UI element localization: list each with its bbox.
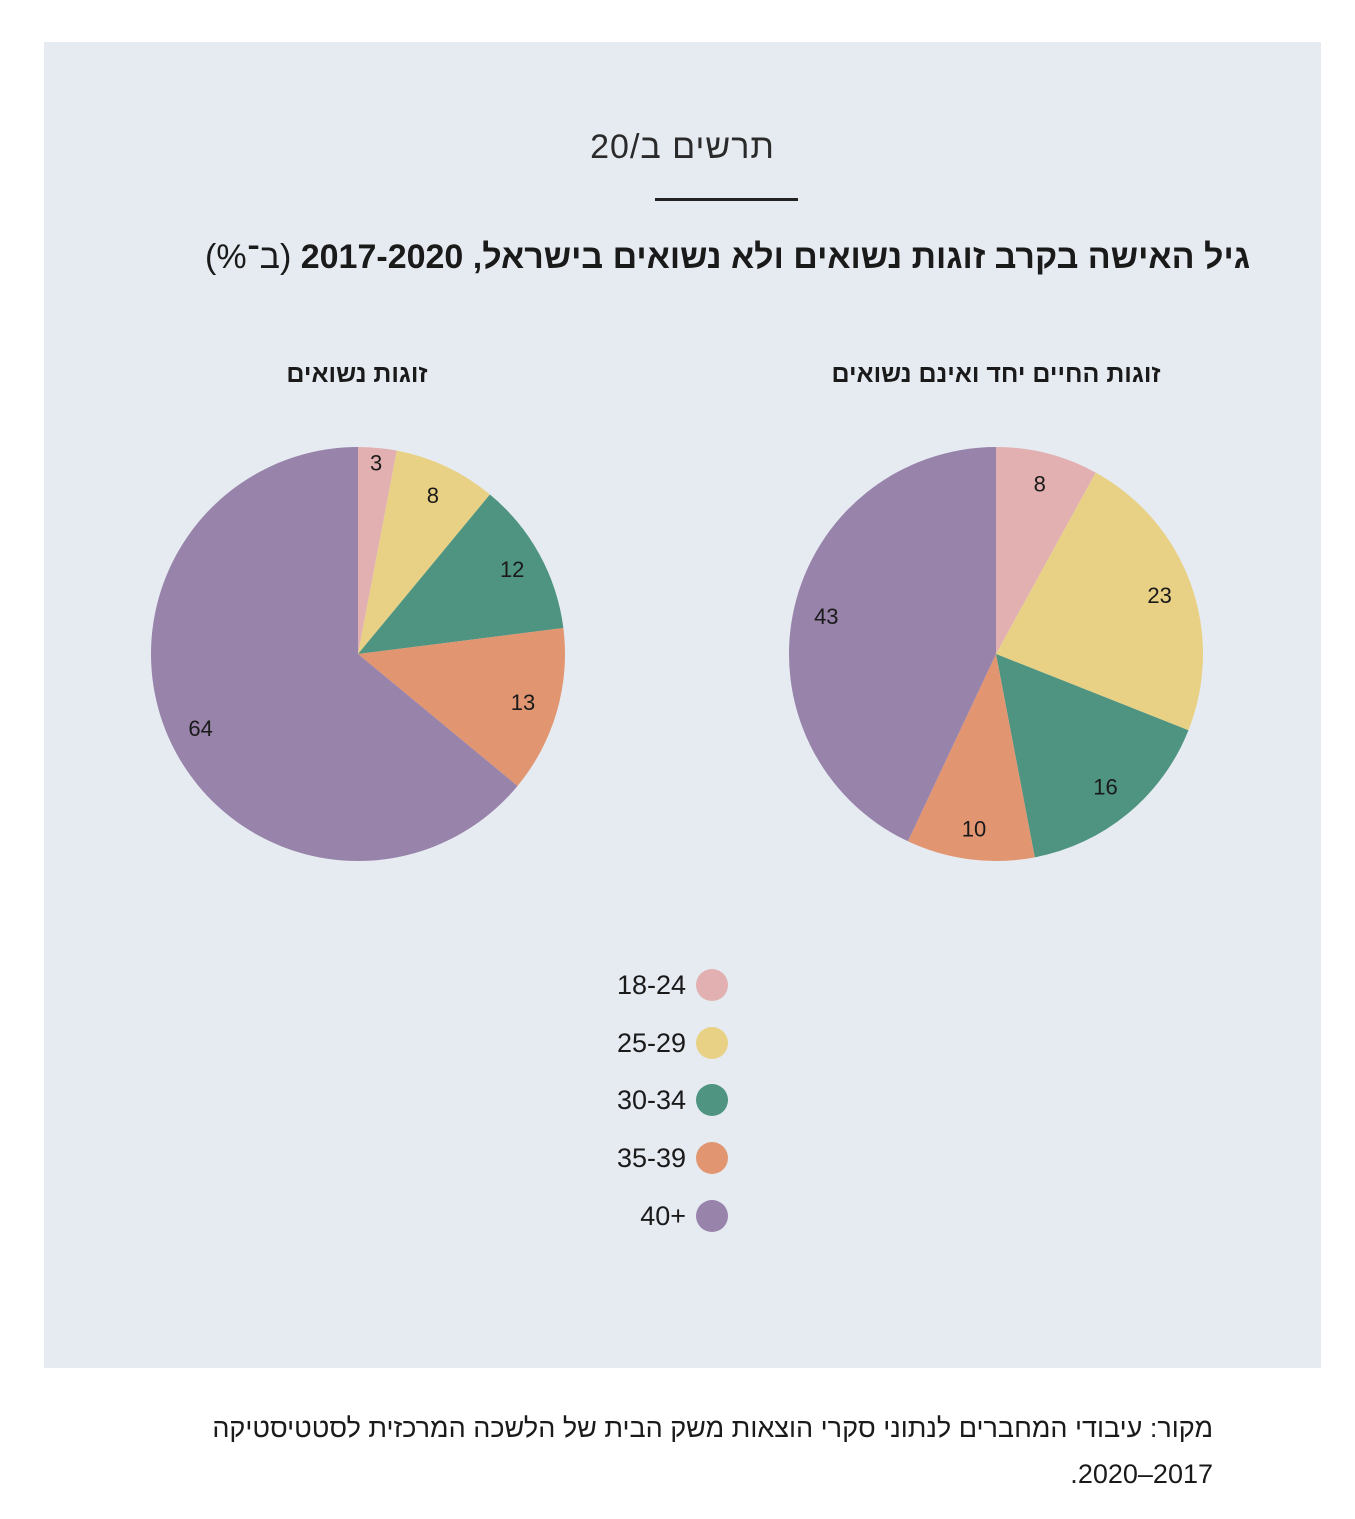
- legend-label: 40+: [640, 1200, 686, 1231]
- pie-label-unmarried-25-29: 23: [1147, 583, 1171, 608]
- pie-slice-married-35-39: [358, 628, 565, 786]
- legend-item: 30-34: [617, 1080, 740, 1120]
- chart-title: גיל האישה בקרב זוגות נשואים ולא נשואים ב…: [60, 238, 1250, 277]
- chart-title-unit: (ב־%): [205, 238, 301, 276]
- legend-swatch: [696, 1084, 728, 1116]
- pie-slice-married-30-34: [358, 494, 564, 654]
- legend-swatch: [696, 1027, 728, 1059]
- pie-label-married-30-34: 12: [500, 557, 524, 582]
- pie-label-unmarried-18-24: 8: [1034, 472, 1046, 497]
- pie-slice-married-18-24: [358, 447, 397, 654]
- legend-item: 18-24: [617, 965, 740, 1005]
- pie-title-unmarried: זוגות החיים יחד ואינם נשואים: [831, 360, 1161, 388]
- pie-slice-married-25-29: [358, 450, 490, 654]
- pie-label-unmarried-35-39: 10: [962, 817, 986, 842]
- header-divider: [655, 198, 798, 201]
- legend-label: 35-39: [616, 1142, 686, 1173]
- pie-chart-married: 3 8 12 13 64: [150, 447, 565, 861]
- legend-item: 35-39: [617, 1138, 740, 1178]
- legend-item: 40+: [640, 1196, 740, 1236]
- legend-label: 18-24: [616, 969, 686, 1000]
- pie-label-married-35-39: 13: [511, 690, 535, 715]
- figure-number: תרשים ב/20: [590, 128, 775, 166]
- pie-slice-unmarried-18-24: [996, 447, 1096, 654]
- pie-slice-unmarried-25-29: [996, 472, 1203, 731]
- pie-slice-unmarried-35-39: [907, 654, 1035, 861]
- pie-chart-unmarried: 8 23 16 10 43: [788, 447, 1203, 861]
- source-line-2: 2017–2020.: [1070, 1459, 1213, 1490]
- source-note: מקור: עיבודי המחברים לנתוני סקרי הוצאות …: [44, 1405, 1213, 1498]
- pie-title-married: זוגות נשואים: [286, 360, 428, 388]
- legend-swatch: [696, 1200, 728, 1232]
- legend-label: 30-34: [616, 1084, 686, 1115]
- pie-label-married-40+: 64: [188, 716, 212, 741]
- legend-swatch: [696, 969, 728, 1001]
- pie-label-unmarried-40+: 43: [814, 604, 838, 629]
- pie-label-unmarried-30-34: 16: [1093, 774, 1117, 799]
- source-line-1: מקור: עיבודי המחברים לנתוני סקרי הוצאות …: [212, 1413, 1213, 1443]
- pie-slice-unmarried-30-34: [996, 654, 1189, 858]
- chart-title-main: גיל האישה בקרב זוגות נשואים ולא נשואים ב…: [300, 238, 1250, 276]
- pie-label-married-25-29: 8: [427, 483, 439, 508]
- pie-slice-married-40+: [150, 447, 518, 861]
- legend-label: 25-29: [616, 1027, 686, 1058]
- pie-label-married-18-24: 3: [370, 450, 382, 475]
- legend-swatch: [696, 1142, 728, 1174]
- pie-slice-unmarried-40+: [788, 447, 996, 842]
- legend-item: 25-29: [617, 1023, 740, 1063]
